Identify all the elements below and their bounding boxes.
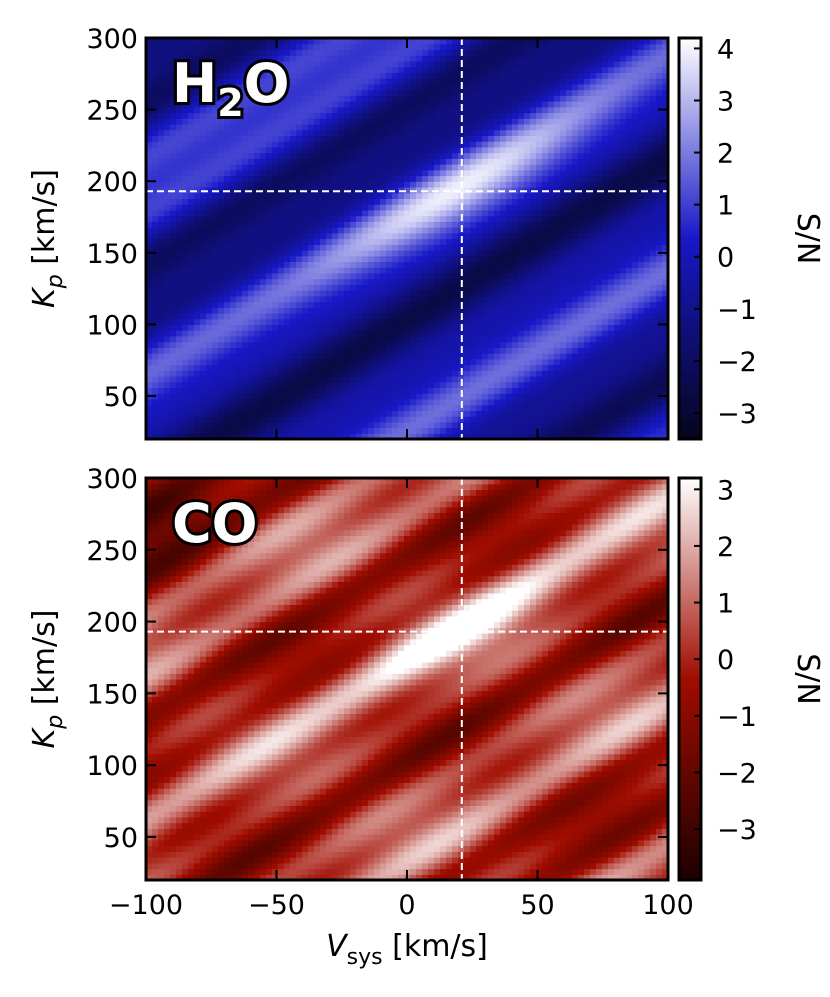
y-tick-label: 300	[86, 24, 138, 55]
colorbar-tick-label: −1	[717, 295, 757, 326]
x-tick-label: 100	[642, 890, 694, 921]
y-tick-label: 50	[104, 823, 138, 854]
colorbar-tick-label: −1	[717, 702, 757, 733]
colorbar-tick-label: 0	[717, 645, 734, 676]
y-tick-label: 100	[86, 310, 138, 341]
colorbar-label: S/N	[790, 213, 825, 265]
y-axis-label: Kp [km/s]	[27, 610, 68, 749]
panel-title: CO	[172, 492, 258, 555]
heatmap-cells	[146, 38, 668, 439]
panel-h2o: H2O 50 100 150 200 250 300 Kp [km/s] −3 −2 −1 0 1 2 3 4…	[27, 24, 825, 441]
y-tick-label: 200	[86, 167, 138, 198]
colorbar-tick-label: −3	[717, 815, 757, 846]
colorbar: −3 −2 −1 0 1 2 3 4 S/N	[677, 34, 825, 441]
colorbar-tick-label: 2	[717, 139, 734, 170]
colorbar-tick-label: 4	[717, 34, 734, 65]
colorbar-tick-label: −2	[717, 347, 757, 378]
colorbar: −3 −2 −1 0 1 2 3 S/N	[677, 475, 825, 882]
colorbar-tick-label: 1	[717, 589, 734, 620]
colorbar-tick-label: 3	[717, 86, 734, 117]
colorbar-frame	[677, 476, 703, 882]
y-tick-label: 50	[104, 382, 138, 413]
colorbar-tick-label: 2	[717, 532, 734, 563]
colorbar-tick-label: −2	[717, 758, 757, 789]
colorbar-gradient	[679, 38, 701, 439]
colorbar-tick-label: 1	[717, 191, 734, 222]
y-tick-label: 150	[86, 239, 138, 270]
colorbar-gradient	[679, 478, 701, 880]
y-tick-label: 250	[86, 96, 138, 127]
heatmap-cells	[146, 478, 668, 880]
y-tick-label: 150	[86, 679, 138, 710]
panel-title: H2O	[172, 52, 290, 125]
y-tick-label: 100	[86, 751, 138, 782]
colorbar-tick-label: 3	[717, 475, 734, 506]
colorbar-tick-label: 0	[717, 243, 734, 274]
y-tick-label: 300	[86, 464, 138, 495]
colorbar-tick-label: −3	[717, 399, 757, 430]
x-axis-label: Vsys [km/s]	[326, 929, 488, 970]
y-tick-label: 200	[86, 608, 138, 639]
x-tick-label: −50	[248, 890, 305, 921]
x-tick-label: 0	[398, 890, 415, 921]
panel-co: CO 50 100 150 200 250 300 −100 −50 0 50 100 Kp [km/s…	[27, 464, 825, 970]
y-axis-label: Kp [km/s]	[27, 169, 68, 308]
colorbar-label: S/N	[790, 653, 825, 705]
x-tick-label: −100	[109, 890, 183, 921]
colorbar-frame	[677, 36, 703, 441]
x-tick-label: 50	[520, 890, 554, 921]
y-tick-label: 250	[86, 536, 138, 567]
